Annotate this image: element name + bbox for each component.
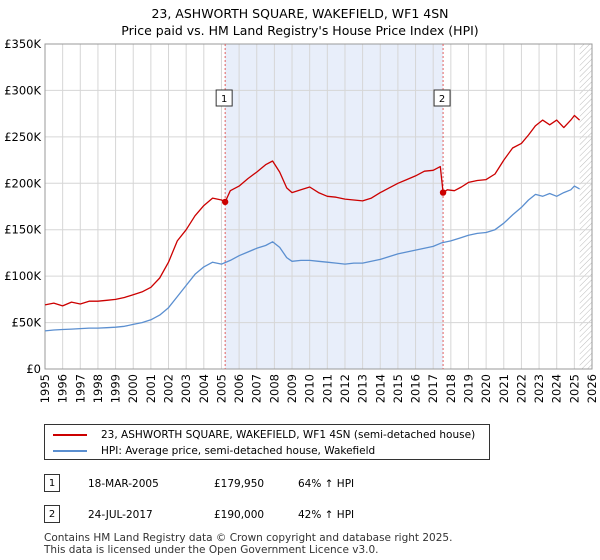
x-tick-label: 2000 [126,374,140,403]
x-tick-label: 2004 [197,374,211,403]
chart-title: 23, ASHWORTH SQUARE, WAKEFIELD, WF1 4SN [151,6,449,21]
future-hatch-region [579,44,592,369]
x-tick-label: 2024 [550,374,564,403]
x-tick-label: 2017 [426,374,440,403]
x-tick-label: 2025 [567,374,581,403]
y-tick-label: £0 [26,362,41,376]
x-tick-label: 1998 [91,374,105,403]
y-tick-label: £350K [4,37,41,51]
x-tick-label: 2014 [373,374,387,403]
x-tick-label: 1997 [73,374,87,403]
sale-point-1 [221,198,229,206]
x-tick-label: 2011 [320,374,334,403]
y-tick-label: £100K [4,269,41,283]
y-tick-label: £200K [4,176,41,190]
sale-marker-1: 1 [44,474,60,492]
annotation-box-2 [433,89,451,107]
sale-price-2: £190,000 [214,509,265,521]
x-tick-label: 2006 [232,374,246,403]
x-tick-label: 2026 [585,374,599,403]
x-tick-label: 2009 [285,374,299,403]
x-tick-label: 2012 [338,374,352,403]
x-tick-label: 2013 [356,374,370,403]
y-tick-label: £150K [4,223,41,237]
x-tick-label: 1999 [109,374,123,403]
annotation-label-1: 1 [221,94,227,105]
x-tick-label: 2007 [250,374,264,403]
y-tick-label: £300K [4,83,41,97]
sale-date-2: 24-JUL-2017 [88,509,153,521]
footer-licence: This data is licensed under the Open Gov… [44,544,379,556]
sale-hpi-2: 42% ↑ HPI [298,509,355,521]
series-line-property [44,114,581,307]
chart-subtitle: Price paid vs. HM Land Registry's House … [121,23,479,38]
x-tick-label: 2019 [461,374,475,403]
sale-point-2 [439,189,447,196]
x-tick-label: 2003 [179,374,193,403]
x-tick-label: 1995 [38,374,52,403]
x-tick-label: 2005 [214,374,228,403]
x-tick-label: 2020 [479,374,493,403]
x-tick-label: 2008 [267,374,281,403]
legend-label-hpi: HPI: Average price, semi-detached house,… [101,445,376,457]
sale-date-1: 18-MAR-2005 [88,478,159,490]
x-tick-label: 1996 [56,374,70,403]
sale-price-1: £179,950 [214,478,265,490]
legend-swatch-red [53,434,87,436]
shaded-ownership-period [225,44,444,369]
annotation-label-2: 2 [439,94,445,105]
x-tick-label: 2023 [532,374,546,403]
x-tick-label: 2015 [391,374,405,403]
price-chart: £0 £50K £100K £150K £200K £250K £300K £350K 1995… [4,37,599,403]
sale-marker-2: 2 [44,505,60,523]
x-tick-label: 2022 [514,374,528,403]
y-tick-label: £250K [4,130,41,144]
plot-frame [44,43,593,370]
footer-copyright: Contains HM Land Registry data © Crown c… [44,532,453,544]
legend-swatch-blue [53,450,87,452]
x-tick-label: 2002 [162,374,176,403]
x-tick-label: 2001 [144,374,158,403]
x-tick-label: 2021 [497,374,511,403]
sale-hpi-1: 64% ↑ HPI [298,478,355,490]
series-line-hpi [44,185,580,332]
x-tick-label: 2010 [303,374,317,403]
y-tick-label: £50K [12,316,42,330]
annotation-box-1 [215,89,233,107]
x-tick-label: 2016 [409,374,423,403]
x-tick-label: 2018 [444,374,458,403]
legend-label-property: 23, ASHWORTH SQUARE, WAKEFIELD, WF1 4SN … [101,429,476,441]
chart-legend: 23, ASHWORTH SQUARE, WAKEFIELD, WF1 4SN … [44,424,490,460]
